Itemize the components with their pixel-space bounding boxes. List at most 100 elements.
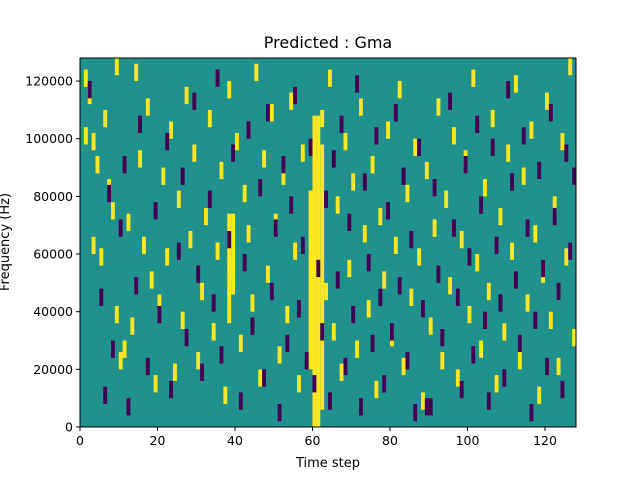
heatmap-cell	[91, 132, 96, 151]
heatmap-cell	[521, 127, 526, 145]
heatmap-cell	[180, 311, 185, 329]
y-tick-label: 20000	[33, 362, 73, 377]
heatmap-cell	[533, 311, 538, 329]
heatmap-band	[227, 213, 232, 324]
heatmap-cell	[165, 132, 170, 151]
heatmap-cell	[428, 317, 433, 335]
heatmap-cell	[142, 236, 146, 255]
heatmap-cell	[242, 254, 247, 272]
heatmap-cell	[122, 340, 127, 358]
heatmap-cell	[572, 167, 577, 185]
heatmap-cell	[448, 92, 453, 110]
heatmap-cell	[463, 156, 468, 174]
x-tick-label: 60	[305, 433, 321, 448]
heatmap-cell	[126, 213, 131, 231]
heatmap-cell	[479, 196, 484, 214]
heatmap-cell	[517, 334, 522, 353]
heatmap-cell	[188, 230, 193, 249]
heatmap-cell	[529, 403, 534, 422]
heatmap-cell	[490, 138, 495, 157]
heatmap-cell	[351, 305, 356, 324]
heatmap-cell	[281, 156, 286, 174]
heatmap-cell	[223, 386, 228, 404]
heatmap-cell	[440, 328, 445, 347]
plot-background	[80, 58, 576, 427]
heatmap-cell	[297, 375, 301, 393]
heatmap-cell	[180, 167, 185, 185]
heatmap-cell	[525, 294, 530, 312]
heatmap-cell	[397, 277, 402, 295]
heatmap-band	[231, 213, 236, 295]
heatmap-cell	[401, 167, 406, 185]
heatmap-cell	[246, 225, 251, 243]
heatmap-cell	[200, 363, 205, 381]
heatmap-cell	[83, 69, 88, 87]
heatmap-cell	[320, 323, 325, 341]
heatmap-cell	[196, 265, 201, 283]
heatmap-cell	[277, 403, 282, 422]
heatmap-cell	[173, 363, 177, 381]
x-tick-label: 20	[150, 433, 166, 448]
heatmap-cell	[421, 392, 425, 410]
heatmap-cell	[494, 375, 499, 393]
heatmap-cell	[514, 75, 518, 93]
heatmap-cell	[157, 294, 162, 312]
heatmap-cell	[231, 259, 236, 278]
heatmap-cell	[502, 369, 507, 387]
heatmap-cell	[231, 144, 236, 162]
heatmap-cell	[211, 323, 216, 341]
heatmap-cell	[339, 115, 344, 133]
heatmap-cell	[413, 403, 418, 422]
heatmap-cell	[393, 236, 398, 255]
heatmap-cell	[196, 352, 201, 370]
x-axis-label: Time step	[295, 456, 360, 471]
heatmap-cell	[134, 63, 139, 82]
y-axis-label: Frequency (Hz)	[0, 193, 13, 291]
heatmap-cell	[320, 109, 325, 128]
heatmap-cell	[114, 58, 119, 76]
heatmap-cell	[382, 271, 387, 289]
heatmap-cell	[207, 109, 212, 128]
heatmap-cell	[405, 352, 410, 370]
heatmap-cell	[382, 375, 387, 393]
x-tick-label: 120	[533, 433, 557, 448]
heatmap-cell	[393, 104, 398, 122]
heatmap-cell	[568, 242, 573, 260]
heatmap-cell	[285, 305, 290, 324]
heatmap-cell	[281, 167, 286, 185]
heatmap-cell	[510, 242, 515, 260]
heatmap-cell	[328, 392, 332, 410]
heatmap-cell	[161, 167, 166, 185]
heatmap-cell	[211, 294, 216, 312]
heatmap-cell	[192, 144, 197, 162]
heatmap-cell	[235, 132, 239, 151]
heatmap-cell	[386, 121, 391, 139]
heatmap-cell	[378, 288, 383, 306]
x-tick-label: 0	[76, 433, 84, 448]
heatmap-cell	[568, 58, 573, 76]
heatmap-cell	[424, 161, 429, 180]
heatmap-cell	[436, 265, 441, 283]
heatmap-cell	[343, 132, 348, 151]
y-tick-label: 0	[65, 420, 73, 435]
heatmap-cell	[184, 328, 189, 347]
heatmap-cell	[560, 380, 565, 399]
heatmap-cell	[572, 328, 577, 347]
heatmap-cell	[215, 69, 220, 87]
heatmap-cell	[250, 294, 255, 312]
heatmap-cell	[266, 104, 270, 122]
heatmap-cell	[103, 386, 108, 404]
y-tick-label: 40000	[33, 304, 73, 319]
heatmap-cell	[475, 115, 480, 133]
heatmap-cell	[289, 196, 294, 214]
heatmap-cell	[432, 179, 437, 197]
heatmap-cell	[459, 230, 464, 249]
heatmap-cell	[401, 357, 406, 376]
heatmap-cell	[432, 219, 437, 237]
heatmap-cell	[343, 357, 348, 376]
heatmap-cell	[386, 202, 391, 220]
heatmap-cell	[258, 179, 263, 197]
heatmap-cell	[479, 340, 484, 358]
heatmap-cell	[300, 236, 305, 255]
